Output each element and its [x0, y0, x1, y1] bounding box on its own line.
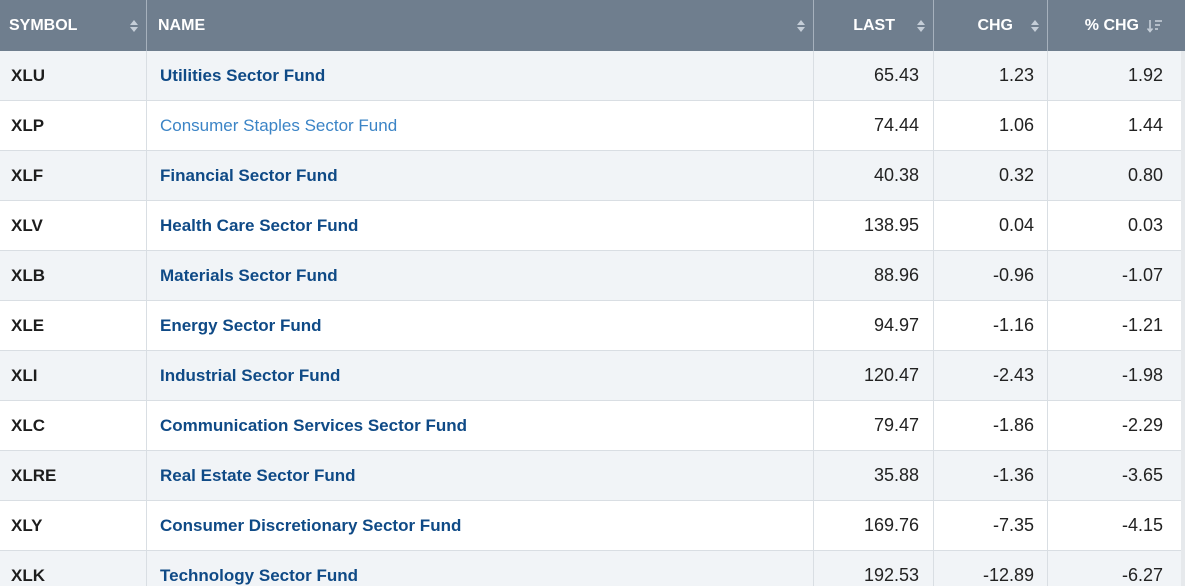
symbol-cell: XLF [0, 151, 147, 200]
name-cell: Energy Sector Fund [147, 301, 814, 350]
column-header-symbol[interactable]: SYMBOL [0, 0, 147, 51]
chg-cell: -1.86 [934, 401, 1048, 450]
sort-arrows-icon [1030, 19, 1039, 33]
pct-chg-cell: -6.27 [1121, 565, 1163, 585]
name-cell: Health Care Sector Fund [147, 201, 814, 250]
sort-arrows-icon [129, 19, 138, 33]
chg-cell: -2.43 [934, 351, 1048, 400]
pct-chg-cell: -2.29 [1121, 415, 1163, 435]
symbol-cell: XLRE [0, 451, 147, 500]
last-cell: 35.88 [814, 451, 934, 500]
symbol-cell: XLB [0, 251, 147, 300]
symbol-cell: XLC [0, 401, 147, 450]
name-cell: Consumer Staples Sector Fund [147, 101, 814, 150]
chg-cell: -12.89 [934, 551, 1048, 586]
chg-cell: -7.35 [934, 501, 1048, 550]
symbol-cell: XLP [0, 101, 147, 150]
table-row: XLC Communication Services Sector Fund 7… [0, 401, 1185, 451]
pct-chg-cell: 0.03 [1127, 215, 1163, 235]
last-cell: 74.44 [814, 101, 934, 150]
fund-name-link[interactable]: Technology Sector Fund [160, 565, 359, 585]
fund-name-link[interactable]: Materials Sector Fund [160, 265, 338, 285]
fund-name-link[interactable]: Health Care Sector Fund [160, 215, 359, 235]
last-cell: 94.97 [814, 301, 934, 350]
table-row: XLV Health Care Sector Fund 138.95 0.04 … [0, 201, 1185, 251]
name-cell: Communication Services Sector Fund [147, 401, 814, 450]
name-cell: Industrial Sector Fund [147, 351, 814, 400]
column-label-name: NAME [158, 16, 206, 34]
name-cell: Consumer Discretionary Sector Fund [147, 501, 814, 550]
fund-name-link[interactable]: Consumer Discretionary Sector Fund [160, 515, 462, 535]
fund-name-link[interactable]: Real Estate Sector Fund [160, 465, 356, 485]
chg-cell: -1.16 [934, 301, 1048, 350]
table-row: XLI Industrial Sector Fund 120.47 -2.43 … [0, 351, 1185, 401]
table-row: XLK Technology Sector Fund 192.53 -12.89… [0, 551, 1185, 586]
pct-chg-cell: -1.07 [1121, 265, 1163, 285]
pct-chg-cell: -3.65 [1121, 465, 1163, 485]
sort-arrows-icon [916, 19, 925, 33]
column-label-last: LAST [853, 16, 895, 34]
table-header: SYMBOL NAME LAST CHG % CHG [0, 0, 1185, 51]
fund-name-link[interactable]: Consumer Staples Sector Fund [160, 115, 398, 135]
column-header-chg[interactable]: CHG [934, 0, 1048, 51]
last-cell: 65.43 [814, 51, 934, 100]
fund-name-link[interactable]: Industrial Sector Fund [160, 365, 341, 385]
symbol-cell: XLE [0, 301, 147, 350]
pct-chg-cell: -1.98 [1121, 365, 1163, 385]
chg-cell: 1.23 [934, 51, 1048, 100]
fund-name-link[interactable]: Financial Sector Fund [160, 165, 338, 185]
table-row: XLB Materials Sector Fund 88.96 -0.96 -1… [0, 251, 1185, 301]
chg-cell: 0.32 [934, 151, 1048, 200]
name-cell: Technology Sector Fund [147, 551, 814, 586]
table-row: XLP Consumer Staples Sector Fund 74.44 1… [0, 101, 1185, 151]
fund-name-link[interactable]: Utilities Sector Fund [160, 65, 326, 85]
pct-chg-cell: 1.44 [1127, 115, 1163, 135]
column-header-pct-chg[interactable]: % CHG [1048, 0, 1181, 51]
last-cell: 40.38 [814, 151, 934, 200]
pct-chg-cell: 0.80 [1127, 165, 1163, 185]
column-header-name[interactable]: NAME [147, 0, 814, 51]
symbol-cell: XLY [0, 501, 147, 550]
pct-chg-cell: -4.15 [1121, 515, 1163, 535]
last-cell: 120.47 [814, 351, 934, 400]
fund-name-link[interactable]: Communication Services Sector Fund [160, 415, 468, 435]
vertical-scrollbar[interactable] [1181, 51, 1185, 586]
name-cell: Materials Sector Fund [147, 251, 814, 300]
table-row: XLU Utilities Sector Fund 65.43 1.23 1.9… [0, 51, 1185, 101]
column-label-symbol: SYMBOL [9, 16, 78, 34]
column-label-pct-chg: % CHG [1084, 16, 1139, 34]
chg-cell: 1.06 [934, 101, 1048, 150]
last-cell: 138.95 [814, 201, 934, 250]
column-label-chg: CHG [977, 16, 1013, 34]
table-body: XLU Utilities Sector Fund 65.43 1.23 1.9… [0, 51, 1185, 586]
last-cell: 169.76 [814, 501, 934, 550]
table-row: XLY Consumer Discretionary Sector Fund 1… [0, 501, 1185, 551]
pct-chg-cell: 1.92 [1127, 65, 1163, 85]
fund-name-link[interactable]: Energy Sector Fund [160, 315, 322, 335]
last-cell: 79.47 [814, 401, 934, 450]
chg-cell: -0.96 [934, 251, 1048, 300]
last-cell: 192.53 [814, 551, 934, 586]
symbol-cell: XLV [0, 201, 147, 250]
column-header-last[interactable]: LAST [814, 0, 934, 51]
name-cell: Utilities Sector Fund [147, 51, 814, 100]
pct-chg-cell: -1.21 [1121, 315, 1163, 335]
chg-cell: 0.04 [934, 201, 1048, 250]
table-row: XLF Financial Sector Fund 40.38 0.32 0.8… [0, 151, 1185, 201]
symbol-cell: XLU [0, 51, 147, 100]
sort-descending-icon [1147, 19, 1162, 33]
last-cell: 88.96 [814, 251, 934, 300]
table-row: XLE Energy Sector Fund 94.97 -1.16 -1.21 [0, 301, 1185, 351]
table-row: XLRE Real Estate Sector Fund 35.88 -1.36… [0, 451, 1185, 501]
chg-cell: -1.36 [934, 451, 1048, 500]
symbol-cell: XLI [0, 351, 147, 400]
name-cell: Financial Sector Fund [147, 151, 814, 200]
sort-arrows-icon [796, 19, 805, 33]
symbol-cell: XLK [0, 551, 147, 586]
name-cell: Real Estate Sector Fund [147, 451, 814, 500]
